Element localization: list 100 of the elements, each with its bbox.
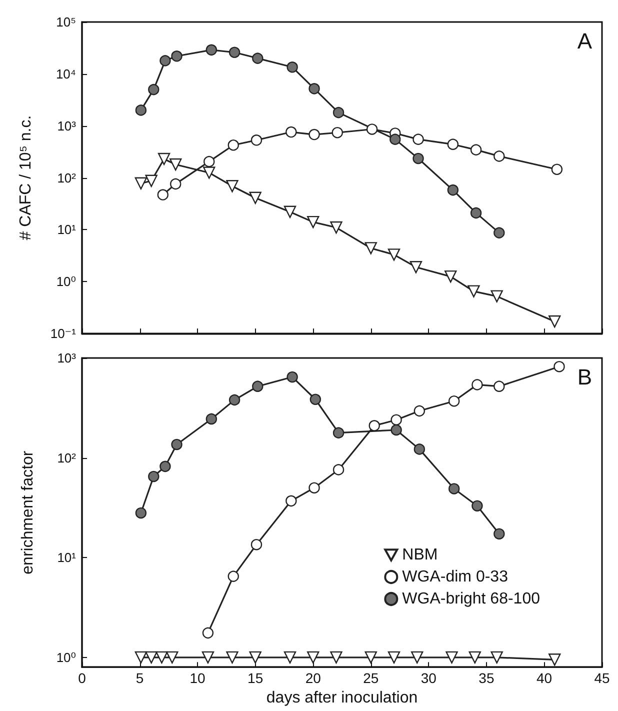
y-tick-label: 10⁰ [56,650,76,665]
y-tick-label: 10² [57,450,77,466]
point [448,396,460,407]
point [494,528,505,540]
point [414,444,426,455]
point [412,134,424,145]
point [249,651,262,664]
point [551,164,563,175]
point [202,651,214,664]
point [310,394,322,405]
point [472,500,483,512]
point [203,166,216,179]
point [170,178,182,190]
point [470,207,482,219]
y-axis-title: enrichment factor [20,450,36,574]
annotation: B [577,364,592,390]
x-tick-label: 25 [363,670,379,686]
point [252,52,264,64]
point [472,379,483,390]
point [157,189,168,200]
point [332,127,343,138]
y-tick-label: 10¹ [57,222,77,238]
point [252,380,264,392]
point [135,104,147,116]
point [202,627,214,639]
point [411,651,424,664]
point [447,138,459,150]
point [368,420,380,432]
point [330,651,342,664]
point [171,50,182,62]
y-tick-label: 10⁵ [56,14,76,30]
point [286,126,297,138]
point [226,651,238,664]
x-tick-label: 30 [420,670,437,686]
x-tick-label: 20 [305,670,322,686]
point [206,413,218,425]
annotation: A [577,28,592,54]
y-tick-label: 10³ [57,350,77,366]
point [388,651,400,664]
legend-label: NBM [402,546,438,564]
point [308,83,320,94]
point [286,495,297,507]
point [364,651,377,664]
point [250,539,262,550]
point [468,285,480,298]
legend-label: WGA-bright 68-100 [402,590,540,608]
point [160,55,171,66]
point [166,651,178,664]
y-tick-label: 10¹ [57,550,77,566]
point [134,651,148,664]
point [148,470,160,482]
point [171,438,182,450]
x-tick-label: 35 [478,670,494,686]
legend-label: WGA-dim 0-33 [402,568,508,586]
point [284,651,296,664]
point [307,651,320,664]
x-axis-title: days after inoculation [266,690,418,706]
y-tick-label: 10³ [57,118,77,134]
point [366,124,378,135]
point [490,651,503,664]
point [145,174,158,187]
x-tick-label: 0 [78,670,86,686]
x-tick-label: 15 [248,670,264,686]
point [548,315,561,328]
point [160,460,171,472]
x-tick-label: 5 [136,670,144,686]
point [388,248,400,261]
y-tick-label: 10⁴ [56,66,76,82]
point [412,152,424,164]
point [307,216,320,228]
point [286,371,298,383]
point [390,134,401,145]
point [414,405,426,417]
point [249,192,262,204]
point [284,206,296,218]
point [332,427,344,438]
point [226,180,238,192]
point [228,394,240,406]
point [145,651,158,664]
point [390,424,402,436]
point [170,158,182,171]
point [332,106,344,118]
point [228,46,240,58]
point [554,361,565,372]
point [308,128,320,140]
point [468,651,481,664]
point [390,414,402,426]
y-tick-label: 10⁰ [56,274,76,290]
point [447,184,459,196]
x-tick-label: 10 [190,670,206,686]
point [286,62,298,73]
point [204,156,215,168]
point [494,380,505,392]
point [494,150,505,162]
point [444,270,457,283]
point [135,507,147,519]
point [448,483,460,494]
point [156,651,168,664]
y-tick-label: 10⁻¹ [50,326,77,341]
point [308,482,320,494]
